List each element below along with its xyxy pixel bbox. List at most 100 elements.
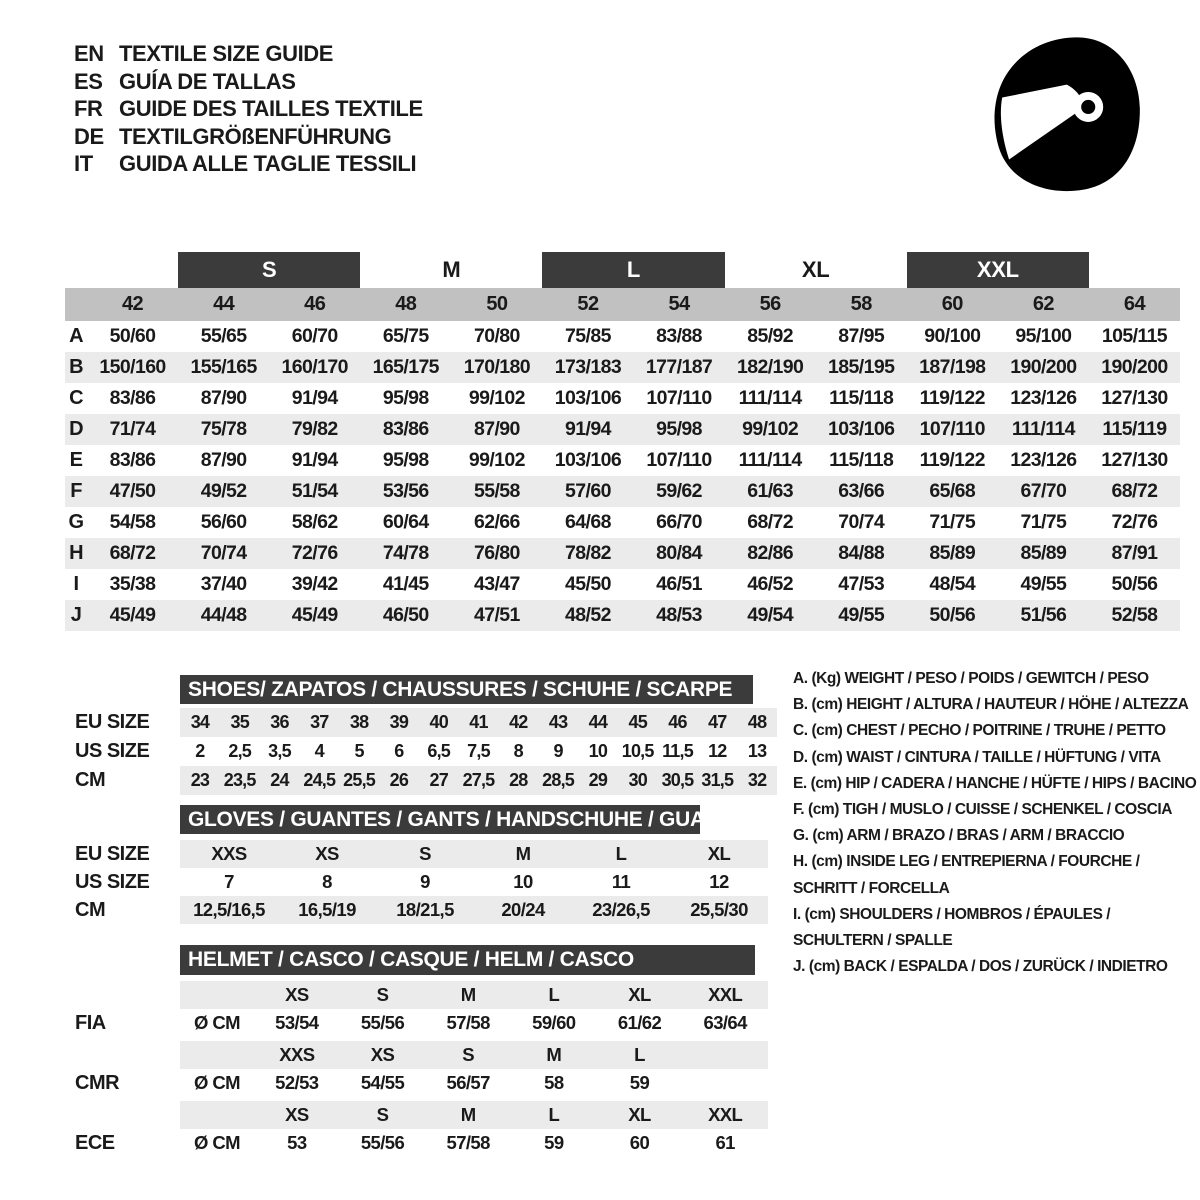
measure-row-label: F <box>70 480 82 502</box>
measure-value: 75/78 <box>200 418 247 440</box>
measure-value: 165/175 <box>372 356 440 378</box>
language-row: FR GUIDE DES TAILLES TEXTILE <box>74 95 423 123</box>
measure-value: 127/130 <box>1101 387 1168 409</box>
size-col-header: 50 <box>486 293 508 315</box>
measure-value: 44/48 <box>200 604 247 626</box>
shoes-eu-value: 45 <box>628 712 647 732</box>
measure-value: 182/190 <box>736 356 804 378</box>
measure-row-H: H 68/72 70/74 72/76 74/78 76/80 78/82 80/84 82/8… <box>65 538 1180 569</box>
measure-value: 43/47 <box>473 573 520 595</box>
helmet-size-value: 59 <box>629 1072 650 1093</box>
helmet-size-value: 63/64 <box>703 1012 748 1033</box>
measure-value: 68/72 <box>747 511 794 533</box>
helmet-sizes-row-ece: XS S M L XL XXL <box>180 1101 768 1129</box>
helmet-size-label <box>682 1041 768 1069</box>
helmet-size-value: 57/58 <box>446 1132 491 1153</box>
measure-value: 72/76 <box>1111 511 1158 533</box>
measure-row-label: D <box>69 418 83 440</box>
measure-value: 57/60 <box>565 480 611 502</box>
measure-value: 123/126 <box>1010 387 1077 409</box>
shoes-us-value: 9 <box>553 741 563 761</box>
helmet-size-label: XL <box>628 984 651 1005</box>
measure-value: 45/49 <box>291 604 338 626</box>
size-col-header: 46 <box>304 293 326 315</box>
shoes-cm-value: 30,5 <box>661 770 695 790</box>
helmet-size-value: 55/56 <box>360 1012 405 1033</box>
measure-value: 111/114 <box>738 387 803 409</box>
language-title: TEXTILGRÖßENFÜHRUNG <box>119 123 392 149</box>
measure-value: 85/89 <box>1020 542 1067 564</box>
shoes-us-value: 8 <box>513 741 524 761</box>
language-title: TEXTILE SIZE GUIDE <box>119 41 334 66</box>
measure-value: 111/114 <box>738 449 803 471</box>
gloves-cm-value: 18/21,5 <box>396 899 454 920</box>
measurement-legend: A. (Kg) WEIGHT / PESO / POIDS / GEWITCH … <box>793 666 1197 980</box>
shoes-cm-value: 32 <box>747 770 767 790</box>
shoes-eu-value: 43 <box>548 712 568 732</box>
size-group-xl: XL <box>801 257 830 282</box>
shoes-eu-value: 35 <box>230 712 249 732</box>
shoes-us-value: 4 <box>314 741 325 761</box>
measure-value: 48/53 <box>656 604 702 626</box>
measure-value: 45/49 <box>109 604 156 626</box>
measure-value: 95/98 <box>382 387 429 409</box>
measure-value: 61/63 <box>747 480 794 502</box>
measure-value: 90/100 <box>924 325 981 347</box>
helmet-section-title: HELMET / CASCO / CASQUE / HELM / CASCO <box>180 945 755 975</box>
measure-value: 80/84 <box>656 542 702 564</box>
measure-value: 35/38 <box>109 573 156 595</box>
helmet-size-label: M <box>546 1044 562 1065</box>
gloves-eu-value: S <box>419 843 431 864</box>
helmet-size-value: 57/58 <box>446 1012 491 1033</box>
helmet-size-label: M <box>460 1104 476 1125</box>
helmet-size-label: S <box>376 984 389 1005</box>
gloves-cm-row: 12,5/16,5 16,5/19 18/21,5 20/24 23/26,5 25,5/… <box>180 896 768 924</box>
gloves-cm-value: 23/26,5 <box>592 899 650 920</box>
measure-value: 85/92 <box>747 325 794 347</box>
language-code: DE <box>74 123 104 149</box>
shoes-eu-value: 39 <box>389 712 409 732</box>
measure-row-D: D 71/74 75/78 79/82 83/86 87/90 91/94 95/98 99/1… <box>65 414 1180 445</box>
helmet-standard-label: FIA <box>75 1012 106 1034</box>
measure-value: 64/68 <box>565 511 611 533</box>
measure-row-J: J 45/49 44/48 45/49 46/50 47/51 48/52 48/53 49/5… <box>65 600 1180 631</box>
measure-value: 115/118 <box>829 387 894 409</box>
measure-value: 170/180 <box>463 356 531 378</box>
measure-row-label: H <box>69 542 83 564</box>
helmet-size-value: 55/56 <box>360 1132 405 1153</box>
helmet-size-value: 56/57 <box>446 1072 491 1093</box>
shoes-us-value: 3,5 <box>268 741 291 761</box>
gloves-us-value: 12 <box>709 871 729 892</box>
shoes-us-value: 5 <box>354 741 364 761</box>
measure-value: 87/90 <box>200 449 247 471</box>
helmet-size-label: XXS <box>279 1044 315 1065</box>
gloves-section-title: GLOVES / GUANTES / GANTS / HANDSCHUHE / … <box>180 805 738 834</box>
shoes-row-label: EU SIZE <box>75 711 150 733</box>
gloves-cm-value: 12,5/16,5 <box>193 899 265 920</box>
measure-value: 47/50 <box>109 480 156 502</box>
size-col-header: 62 <box>1032 293 1055 315</box>
gloves-us-value: 11 <box>611 871 631 892</box>
helmet-size-value: 60 <box>629 1132 650 1153</box>
helmet-size-value: 59/60 <box>532 1012 576 1033</box>
measure-value: 111/114 <box>1011 418 1076 440</box>
measure-value: 83/86 <box>109 387 156 409</box>
helmet-size-label: L <box>634 1044 645 1065</box>
language-code: FR <box>74 96 103 121</box>
measure-value: 75/85 <box>565 325 611 347</box>
measure-value: 99/102 <box>468 449 526 471</box>
measure-value: 190/200 <box>1010 356 1077 378</box>
measure-value: 160/170 <box>281 356 349 378</box>
measure-row-I: I 35/38 37/40 39/42 41/45 43/47 45/50 46/51 46/5… <box>65 569 1180 600</box>
measure-value: 91/94 <box>291 387 338 409</box>
size-group-s: S <box>178 252 361 288</box>
measure-value: 87/91 <box>1111 542 1158 564</box>
shoes-eu-value: 40 <box>429 712 448 732</box>
shoes-us-value: 10,5 <box>621 741 655 761</box>
measure-row-label: A <box>69 325 83 347</box>
measure-value: 107/110 <box>646 449 712 471</box>
measure-row-label: J <box>70 604 82 626</box>
language-row: EN TEXTILE SIZE GUIDE <box>74 40 423 68</box>
measure-value: 53/56 <box>382 480 429 502</box>
helmet-sizes-row-fia: XS S M L XL XXL <box>180 981 768 1009</box>
